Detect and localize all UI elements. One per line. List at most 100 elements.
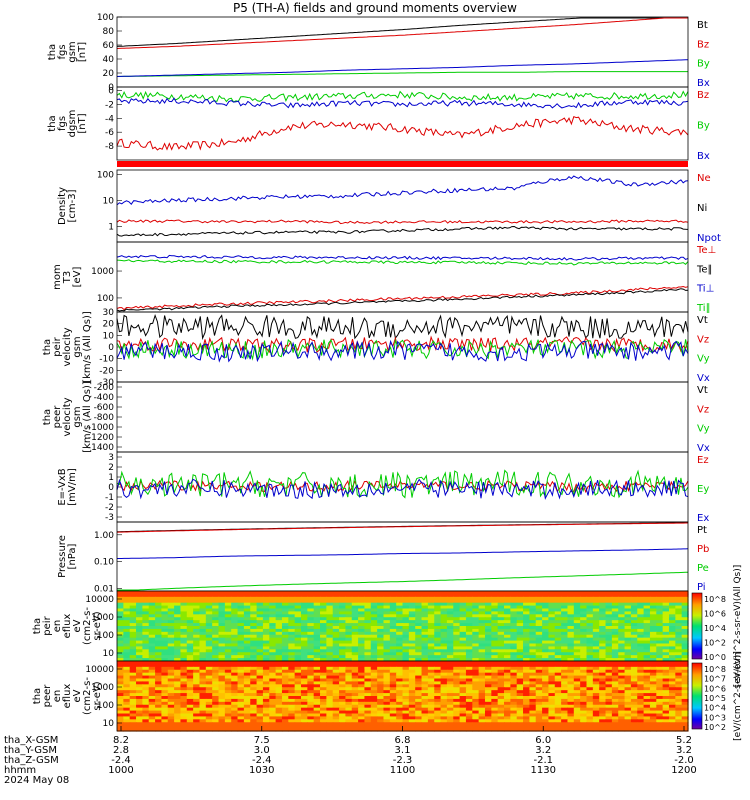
heatmap-cell <box>224 608 232 613</box>
heatmap-cell <box>434 620 442 624</box>
heatmap-cell <box>320 620 327 624</box>
heatmap-cell <box>624 626 632 630</box>
heatmap-cell <box>231 710 239 715</box>
heatmap-cell <box>523 693 530 697</box>
ylabel-line: E=-VxB <box>57 468 68 505</box>
heatmap-cell <box>377 658 385 662</box>
heatmap-cell <box>542 684 550 688</box>
heatmap-cell <box>161 666 169 671</box>
heatmap-cell <box>643 681 651 685</box>
heatmap-cell <box>250 704 258 709</box>
heatmap-cell <box>332 602 340 607</box>
heatmap-cell <box>370 646 378 650</box>
heatmap-cell <box>377 599 385 604</box>
heatmap-cell <box>446 623 454 627</box>
heatmap-cell <box>599 596 607 601</box>
heatmap-cell <box>326 684 334 688</box>
heatmap-cell <box>142 698 150 703</box>
heatmap-cell <box>199 716 207 720</box>
heatmap-cell <box>155 669 163 674</box>
heatmap-cell <box>605 614 613 618</box>
heatmap-cell <box>523 631 530 636</box>
heatmap-cell <box>535 698 543 703</box>
heatmap-cell <box>510 675 518 680</box>
heatmap-cell <box>345 591 353 595</box>
heatmap-cell <box>618 605 626 610</box>
heatmap-cell <box>167 663 175 668</box>
heatmap-cell <box>231 663 239 668</box>
heatmap-cell <box>326 719 334 723</box>
heatmap-cell <box>573 663 581 668</box>
heatmap-cell <box>358 602 366 607</box>
heatmap-cell <box>300 672 308 677</box>
heatmap-cell <box>573 646 581 650</box>
heatmap-cell <box>269 608 277 613</box>
heatmap-cell <box>599 722 607 726</box>
heatmap-cell <box>332 690 340 694</box>
heatmap-cell <box>281 722 289 726</box>
heatmap-cell <box>313 704 321 709</box>
heatmap-cell <box>313 698 321 703</box>
heatmap-cell <box>402 681 410 685</box>
heatmap-cell <box>167 687 175 691</box>
heatmap-cell <box>224 672 232 677</box>
heatmap-cell <box>199 591 207 595</box>
heatmap-cell <box>529 599 537 604</box>
heatmap-cell <box>275 672 283 677</box>
heatmap-cell <box>656 661 664 665</box>
heatmap-cell <box>465 655 473 659</box>
heatmap-cell <box>548 672 556 677</box>
heatmap-cell <box>649 675 657 680</box>
heatmap-cell <box>446 693 454 697</box>
heatmap-cell <box>174 623 182 627</box>
heatmap-cell <box>592 707 600 712</box>
ylabel-line: gsm <box>72 336 83 357</box>
heatmap-cell <box>497 655 505 659</box>
heatmap-cell <box>320 611 327 615</box>
heatmap-cell <box>573 649 581 653</box>
heatmap-cell <box>434 681 442 685</box>
heatmap-cell <box>167 716 175 720</box>
heatmap-cell <box>250 693 258 697</box>
heatmap-cell <box>421 696 429 700</box>
heatmap-cell <box>136 678 143 683</box>
heatmap-cell <box>529 701 537 706</box>
heatmap-cell <box>155 596 163 601</box>
heatmap-cell <box>662 593 670 598</box>
heatmap-cell <box>205 626 213 630</box>
heatmap-cell <box>136 716 143 720</box>
heatmap-cell <box>281 640 289 645</box>
heatmap-cell <box>465 713 473 718</box>
heatmap-cell <box>427 655 435 659</box>
heatmap-cell <box>199 661 207 665</box>
heatmap-cell <box>281 687 289 691</box>
heatmap-cell <box>383 672 391 677</box>
heatmap-cell <box>383 634 391 639</box>
heatmap-cell <box>434 591 442 595</box>
heatmap-cell <box>643 593 651 598</box>
heatmap-cell <box>681 596 689 601</box>
heatmap-cell <box>186 675 194 680</box>
heatmap-cell <box>155 728 163 732</box>
heatmap-cell <box>580 596 588 601</box>
heatmap-cell <box>586 605 594 610</box>
heatmap-cell <box>243 666 251 671</box>
footer-value: 6.0 <box>535 735 551 746</box>
heatmap-cell <box>561 722 569 726</box>
heatmap-cell <box>649 716 657 720</box>
heatmap-cell <box>167 628 175 633</box>
heatmap-cell <box>370 681 378 685</box>
heatmap-cell <box>548 623 556 627</box>
heatmap-cell <box>504 640 511 645</box>
heatmap-cell <box>599 704 607 709</box>
heatmap-cell <box>167 710 175 715</box>
heatmap-cell <box>174 658 182 662</box>
heatmap-cell <box>592 698 600 703</box>
heatmap-cell <box>250 663 258 668</box>
heatmap-cell <box>675 701 683 706</box>
footer-date: 2024 May 08 <box>4 775 69 786</box>
footer-value: 3.2 <box>676 745 692 756</box>
heatmap-cell <box>129 663 137 668</box>
heatmap-cell <box>554 634 562 639</box>
heatmap-cell <box>491 681 499 685</box>
